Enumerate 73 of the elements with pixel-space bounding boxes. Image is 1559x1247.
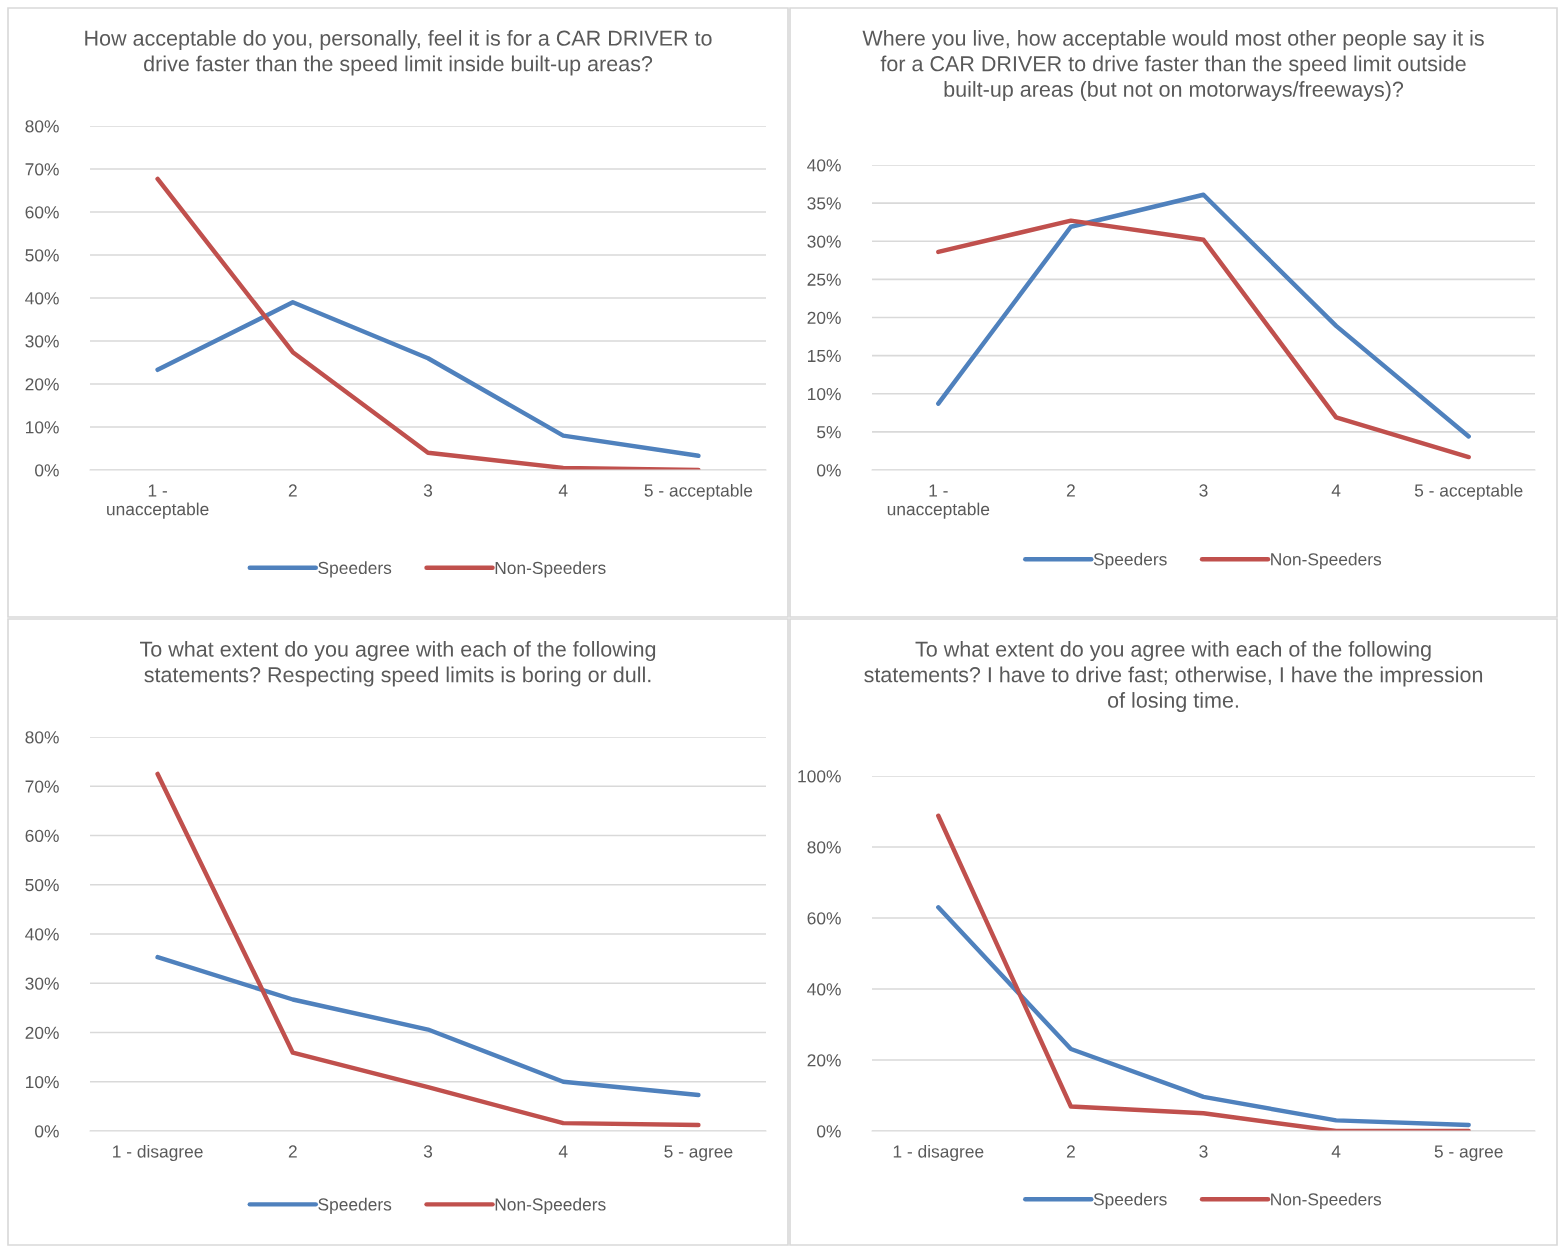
y-tick-label: 20% [807,311,841,324]
legend-label: Non-Speeders [495,1197,606,1215]
chart-title: How acceptable do you, personally, feel it is for a CAR DRIVER to drive faster than the speed limit inside built-up areas? [85,30,712,76]
legend-label: Non-Speeders [1271,552,1382,569]
y-tick-label: 10% [26,421,59,434]
y-tick-label: 50% [25,249,59,262]
y-tick-label: 0% [35,464,59,477]
x-tick-label: 1 - disagree [113,1144,203,1162]
y-tick-label: 30% [25,335,59,348]
x-tick-label: 5 - acceptable [644,483,753,501]
y-tick-label: 20% [25,1026,59,1039]
line-series [155,771,701,1128]
legend-label: Speeders [318,1197,392,1215]
y-tick-label: 50% [25,878,59,892]
y-tick-label: 70% [25,163,59,176]
y-tick-label: 80% [807,841,841,854]
y-tick-label: 30% [25,977,59,990]
x-tick-label: 3 [423,1145,433,1158]
legend-label: Speeders [318,561,392,578]
x-tick-label: 2 [1066,484,1075,497]
line-series [155,954,701,1098]
line-series [155,176,701,470]
x-tick-label: 3 [423,484,433,497]
y-tick-label: 80% [25,120,59,133]
x-tick-label: 1 - unacceptable [107,484,209,519]
y-tick-label: 100% [798,770,841,783]
y-tick-label: 40% [807,159,841,172]
y-tick-label: 70% [25,780,59,793]
y-tick-label: 20% [807,1054,841,1067]
x-tick-label: 1 - disagree [893,1144,984,1162]
y-tick-label: 15% [808,349,841,363]
legend-label: Speeders [1093,1192,1167,1209]
y-tick-label: 5% [817,426,841,439]
y-tick-label: 60% [807,912,841,925]
x-tick-label: 2 [288,484,297,497]
y-tick-label: 0% [817,464,841,477]
legend-label: Speeders [1093,552,1167,569]
y-tick-label: 0% [817,1125,841,1138]
y-tick-label: 40% [807,983,841,996]
line-series [936,905,1471,1128]
chart-title: To what extent do you agree with each of the following statements? I have to drive fast; otherwise, I have the impression of losing time. [864,641,1483,713]
x-tick-label: 3 [1199,1145,1208,1158]
y-tick-label: 30% [807,235,841,248]
line-series [936,218,1471,460]
x-tick-label: 1 - unacceptable [887,484,990,519]
legend-label: Non-Speeders [1271,1192,1382,1209]
y-tick-label: 60% [25,829,59,842]
x-tick-label: 4 [558,1145,568,1158]
x-tick-label: 3 [1199,484,1208,497]
x-tick-label: 5 - acceptable [1414,483,1523,501]
line-series [936,192,1471,439]
y-tick-label: 60% [25,206,59,219]
y-tick-label: 35% [807,197,841,210]
line-series [936,813,1471,1131]
x-tick-label: 4 [558,484,568,497]
y-tick-label: 80% [25,731,59,744]
line-series [155,300,701,459]
chart-title: To what extent do you agree with each of the following statements? Respecting speed limits is boring or dull. [140,641,656,687]
y-tick-label: 25% [807,273,841,286]
x-tick-label: 4 [1331,1145,1341,1158]
x-tick-label: 5 - agree [1434,1145,1503,1162]
x-tick-label: 2 [1066,1145,1075,1158]
y-tick-label: 10% [808,387,841,401]
y-tick-label: 40% [25,928,59,941]
y-tick-label: 0% [35,1125,59,1138]
y-tick-label: 10% [26,1075,59,1089]
legend-label: Non-Speeders [495,561,606,578]
chart-title: Where you live, how acceptable would most other people say it is for a CAR DRIVER to drive faster than the speed limit outside built-up areas (but not on motorways/freeways)? [862,30,1484,102]
x-tick-label: 5 - agree [664,1145,733,1162]
x-tick-label: 2 [288,1145,297,1158]
x-tick-label: 4 [1331,484,1341,497]
y-tick-label: 20% [25,378,59,391]
y-tick-label: 40% [25,292,59,305]
